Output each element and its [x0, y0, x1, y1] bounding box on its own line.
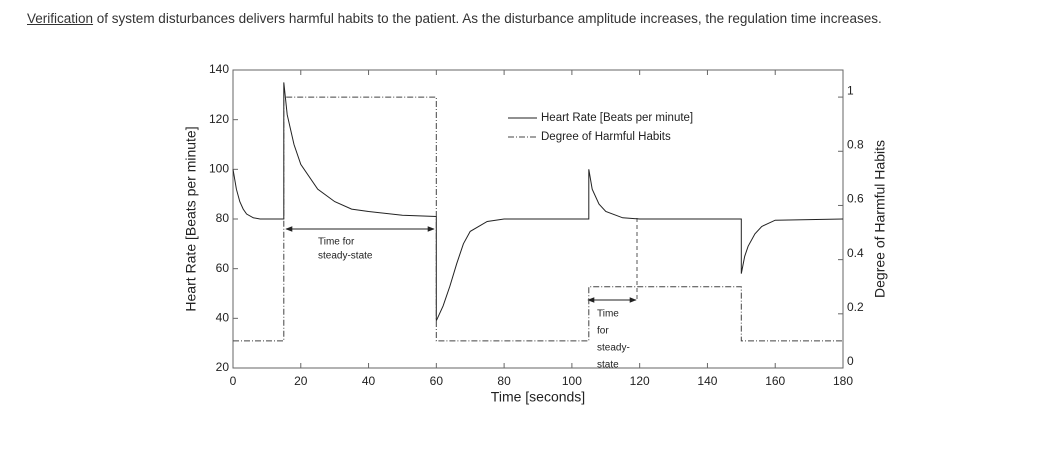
- y2-tick-label: 0.4: [847, 246, 864, 260]
- y-tick-label: 100: [209, 162, 229, 176]
- line-series: [233, 96, 843, 342]
- line-series: [232, 82, 844, 322]
- y2-tick-label: 0: [847, 354, 854, 368]
- y-tick-label: 40: [216, 311, 230, 325]
- y-tick-label: 20: [216, 360, 230, 374]
- x-tick-label: 60: [430, 374, 444, 388]
- y-axis-label: Heart Rate [Beats per minute]: [183, 126, 199, 311]
- x-tick-label: 40: [362, 374, 376, 388]
- x-tick-label: 80: [497, 374, 511, 388]
- y2-tick-label: 1: [847, 83, 854, 97]
- y-tick-label: 60: [216, 261, 230, 275]
- legend: [504, 105, 716, 145]
- x-tick-label: 100: [562, 374, 582, 388]
- annotation: steady-state: [318, 251, 373, 262]
- x-tick-label: 140: [697, 374, 717, 388]
- legend-label: Heart Rate [Beats per minute]: [541, 112, 693, 124]
- y-tick-label: 120: [209, 112, 229, 126]
- x-tick-label: 0: [230, 374, 237, 388]
- annotation: steady-: [597, 343, 630, 354]
- y2-tick-label: 0.8: [847, 137, 864, 151]
- x-tick-label: 120: [630, 374, 650, 388]
- x-tick-label: 160: [765, 374, 785, 388]
- x-axis-label: Time [seconds]: [491, 389, 585, 405]
- y-tick-label: 140: [209, 62, 229, 76]
- x-tick-label: 180: [833, 374, 853, 388]
- caption: Verification of system disturbances deli…: [27, 11, 882, 26]
- annotation: for: [597, 326, 609, 337]
- y2-axis-label: Degree of Harmful Habits: [872, 140, 888, 298]
- annotation: Time for: [318, 237, 355, 248]
- y2-tick-label: 0.2: [847, 300, 864, 314]
- caption-text: of system disturbances delivers harmful …: [93, 11, 882, 26]
- y2-tick-label: 0.6: [847, 192, 864, 206]
- legend-label: Degree of Harmful Habits: [541, 131, 671, 143]
- annotation: Time: [597, 309, 619, 320]
- x-tick-label: 20: [294, 374, 308, 388]
- annotation: state: [597, 360, 619, 371]
- y-tick-label: 80: [216, 211, 230, 225]
- caption-emphasis: Verification: [27, 11, 94, 26]
